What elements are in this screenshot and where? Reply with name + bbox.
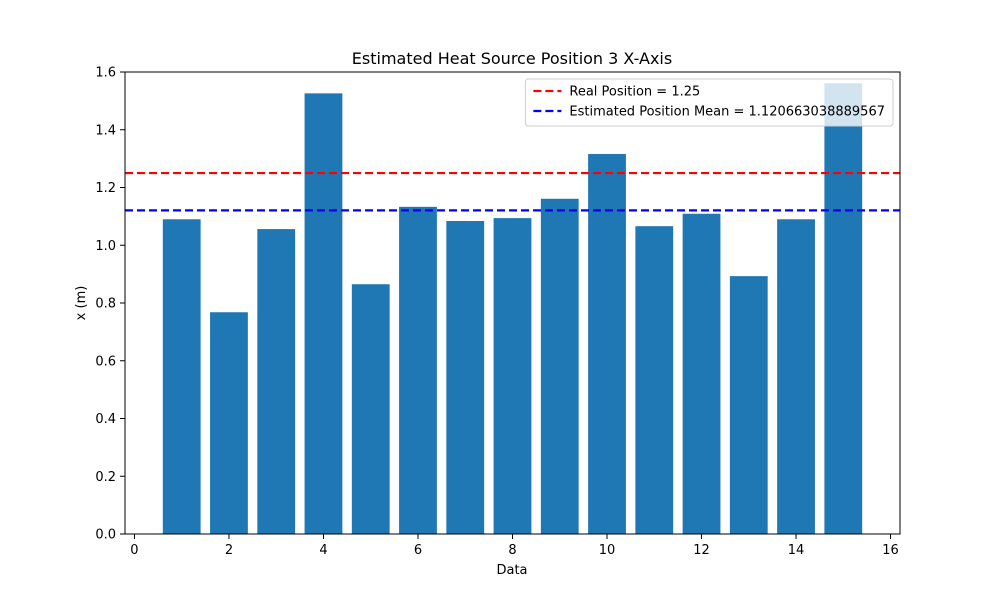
y-tick-label: 0.4 [95, 412, 116, 427]
y-tick-label: 0.0 [95, 528, 116, 543]
bar-14 [777, 219, 815, 534]
bar-4 [304, 93, 343, 535]
x-tick-label: 8 [508, 543, 516, 558]
y-tick-label: 1.0 [95, 239, 116, 254]
bars-group [162, 83, 863, 535]
y-tick-label: 0.8 [95, 297, 116, 312]
x-tick-label: 16 [882, 543, 899, 558]
bar-7 [446, 220, 485, 534]
x-tick-label: 12 [693, 543, 710, 558]
x-tick-label: 6 [414, 543, 422, 558]
x-tick-label: 4 [319, 543, 327, 558]
bar-11 [635, 226, 674, 534]
reference-lines-group [125, 171, 900, 212]
bar-10 [588, 154, 626, 534]
bar-5 [351, 284, 390, 534]
y-tick-label: 0.2 [95, 470, 116, 485]
x-tick-label: 14 [788, 543, 805, 558]
bar-3 [257, 229, 296, 534]
y-axis-ticks: 0.0 0.2 0.4 0.6 0.8 1.0 1.2 1.4 1.6 [95, 66, 125, 543]
legend: Real Position = 1.25 Estimated Position M… [524, 78, 894, 127]
legend-label-1: Estimated Position Mean = 1.120663038889… [569, 105, 885, 120]
x-axis-label: Data [496, 563, 527, 578]
x-tick-label: 2 [225, 543, 233, 558]
bar-8 [493, 218, 532, 535]
y-tick-label: 1.6 [95, 66, 116, 81]
bar-1 [162, 219, 201, 534]
bar-9 [540, 198, 579, 535]
y-tick-label: 1.2 [95, 181, 116, 196]
bar-12 [682, 213, 721, 534]
bar-15 [824, 83, 863, 534]
x-tick-label: 10 [599, 543, 616, 558]
bar-6 [399, 206, 437, 534]
bar-13 [729, 276, 768, 534]
y-tick-label: 1.4 [95, 123, 116, 138]
chart-title: Estimated Heat Source Position 3 X-Axis [352, 49, 672, 68]
legend-label-0: Real Position = 1.25 [569, 85, 700, 100]
bar-2 [210, 312, 248, 534]
x-axis-ticks: 0 2 4 6 8 10 12 14 16 [130, 534, 899, 558]
x-tick-label: 0 [130, 543, 138, 558]
legend-box [524, 78, 894, 127]
y-tick-label: 0.6 [95, 354, 116, 369]
y-axis-label: x (m) [74, 286, 89, 321]
